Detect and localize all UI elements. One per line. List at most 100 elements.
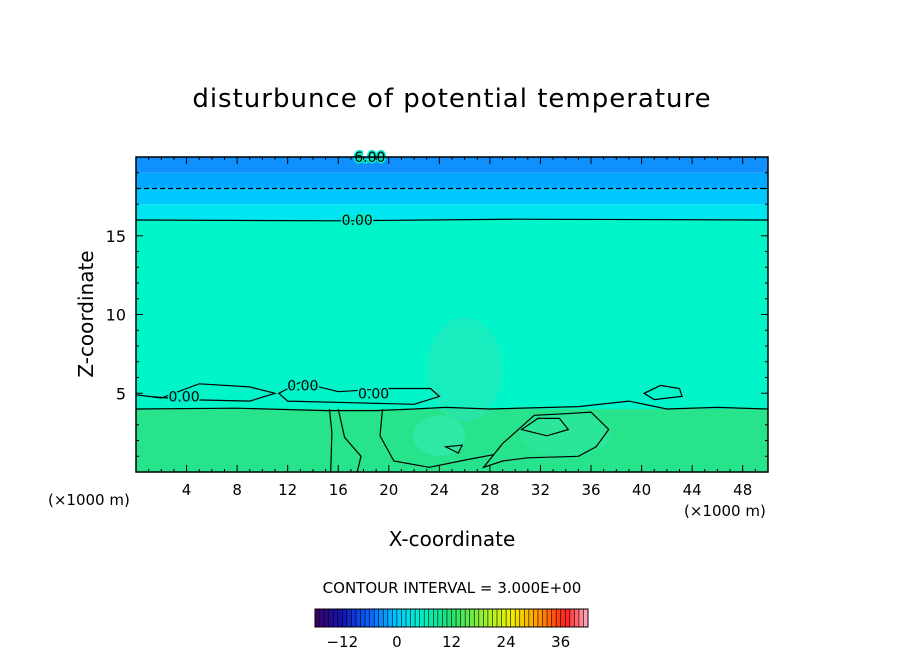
colorbar-cell — [392, 609, 398, 627]
field-anomaly-low — [413, 415, 466, 456]
colorbar-cell — [542, 609, 548, 627]
colorbar-cell — [365, 609, 370, 627]
contour-warm-cell — [481, 411, 610, 469]
contour-inversion — [136, 400, 768, 412]
colorbar-cell — [442, 609, 448, 627]
x-tick-label: 32 — [531, 481, 550, 499]
contour-small-cell — [443, 444, 464, 454]
colorbar-cell — [424, 609, 430, 627]
colorbar-tick-label: 36 — [551, 633, 570, 651]
field-band-2 — [136, 204, 768, 220]
x-axis-label: X-coordinate — [389, 527, 516, 551]
colorbar-cell — [401, 609, 407, 627]
contour-label: 0.00 — [342, 213, 373, 229]
chart-title: disturbunce of potential temperature — [192, 84, 712, 114]
colorbar-cell — [374, 609, 379, 627]
colorbar-cell — [533, 609, 539, 627]
colorbar-cell — [478, 609, 484, 627]
colorbar-cell — [483, 609, 489, 627]
colorbar-cell — [565, 609, 571, 627]
x-tick-label: 24 — [430, 481, 449, 499]
colorbar-cell — [324, 609, 329, 627]
colorbar-cell — [569, 609, 575, 627]
colorbar-cell — [369, 609, 375, 627]
colorbar-cell — [497, 609, 502, 627]
colorbar-cell — [515, 609, 521, 627]
colorbar-cell — [506, 609, 511, 627]
colorbar-cell — [328, 609, 334, 627]
contour-cell-mid — [277, 381, 441, 405]
contour-downdraft-1 — [328, 408, 333, 472]
colorbar-cell — [578, 609, 584, 627]
colorbar-cell — [560, 609, 566, 627]
colorbar-cell — [319, 609, 325, 627]
field-anomaly-plume — [426, 317, 503, 422]
field-band-4 — [136, 172, 768, 189]
colorbar-cell — [446, 609, 452, 627]
colorbar-cell — [551, 609, 557, 627]
colorbar-cell — [528, 609, 534, 627]
colorbar-cell — [342, 609, 348, 627]
contour-downdraft-2 — [337, 408, 362, 472]
colorbar-cell — [456, 609, 461, 627]
colorbar-cell — [487, 609, 493, 627]
contour-lines — [136, 187, 768, 472]
x-tick-label: 8 — [232, 481, 242, 499]
x-tick-label: 48 — [733, 481, 752, 499]
contour-label: 0.00 — [168, 389, 199, 405]
colorbar-cell — [396, 609, 402, 627]
colorbar-cell — [355, 609, 361, 627]
field-anomaly-right — [519, 412, 612, 457]
colorbar-cell — [519, 609, 525, 627]
colorbar-tick-label: 0 — [392, 633, 402, 651]
colorbar-cell — [469, 609, 475, 627]
colorbar-cell — [583, 609, 589, 627]
colorbar-cell — [510, 609, 516, 627]
contour-cell-right — [642, 384, 683, 401]
colorbar — [314, 608, 589, 628]
x-tick-label: 16 — [329, 481, 348, 499]
colorbar-cell — [556, 609, 561, 627]
colorbar-cell — [433, 609, 439, 627]
contour-label: 0.00 — [358, 386, 389, 402]
colorbar-cell — [360, 609, 366, 627]
colorbar-cell — [451, 609, 457, 627]
colorbar-cell — [383, 609, 389, 627]
colorbar-cell — [574, 609, 580, 627]
colorbar-frame — [314, 608, 589, 628]
x-unit-label-left: (×1000 m) — [48, 491, 130, 509]
colorbar-cell — [337, 609, 343, 627]
colorbar-cell — [387, 609, 393, 627]
x-tick-label: 20 — [379, 481, 398, 499]
colorbar-cell — [315, 609, 320, 627]
x-axis-ticks: 4 8 12 16 20 24 28 32 36 40 44 48 — [148, 157, 756, 499]
colorbar-cell — [346, 609, 352, 627]
contour-zero-upper — [136, 218, 768, 222]
x-tick-label: 40 — [632, 481, 651, 499]
colorbar-tick-label: −12 — [326, 633, 358, 651]
field-band-3 — [136, 188, 768, 205]
contour-inner-cell — [520, 417, 570, 437]
contour-labels: 6.00 0.00 0.00 0.00 0.00 — [167, 149, 391, 407]
colorbar-cell — [460, 609, 466, 627]
colorbar-cell — [547, 609, 552, 627]
temperature-field — [136, 157, 768, 472]
colorbar-cell — [428, 609, 434, 627]
colorbar-cell — [465, 609, 470, 627]
colorbar-cell — [437, 609, 443, 627]
colorbar-ticks: −12 0 12 24 36 — [326, 633, 570, 651]
colorbar-cell — [378, 609, 384, 627]
contour-cell-left — [136, 383, 278, 402]
colorbar-cell — [406, 609, 411, 627]
x-tick-label: 36 — [581, 481, 600, 499]
colorbar-cell — [410, 609, 416, 627]
colorbar-cell — [492, 609, 498, 627]
x-tick-label: 28 — [480, 481, 499, 499]
x-tick-label: 4 — [182, 481, 192, 499]
colorbar-cell — [419, 609, 425, 627]
contour-label: 0.00 — [287, 378, 318, 394]
y-tick-label: 10 — [106, 306, 126, 325]
y-tick-label: 15 — [106, 227, 126, 246]
field-band-5 — [136, 157, 768, 173]
